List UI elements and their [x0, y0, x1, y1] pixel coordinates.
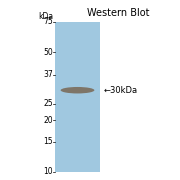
Text: 75: 75 [43, 17, 53, 26]
Text: 15: 15 [43, 137, 53, 146]
Text: ←30kDa: ←30kDa [104, 86, 138, 95]
Text: 10: 10 [43, 168, 53, 177]
Text: Western Blot: Western Blot [87, 8, 149, 18]
Bar [55, 22, 100, 172]
Text: 25: 25 [43, 99, 53, 108]
Text: 37: 37 [43, 70, 53, 79]
Text: kDa: kDa [38, 12, 53, 21]
Text: 50: 50 [43, 48, 53, 57]
Ellipse shape [61, 87, 94, 93]
Text: 20: 20 [43, 116, 53, 125]
